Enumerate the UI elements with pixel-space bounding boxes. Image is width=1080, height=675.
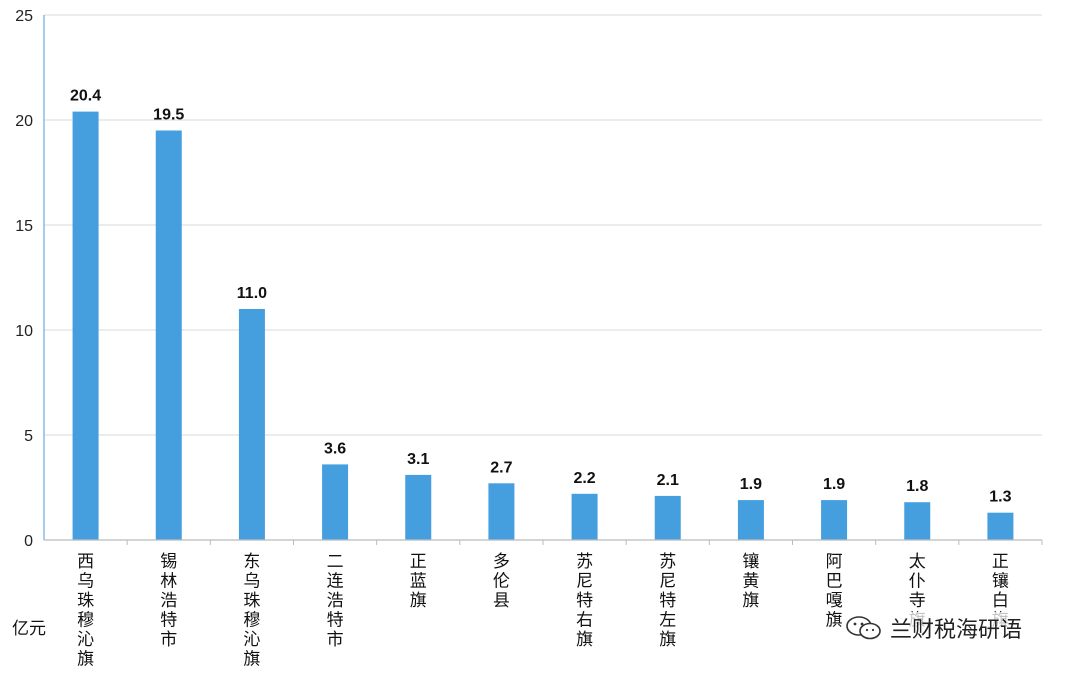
- data-label: 2.2: [573, 470, 595, 487]
- x-tick-label: 镶黄旗: [742, 551, 759, 611]
- bar: [654, 495, 681, 540]
- y-axis-unit-label: 亿元: [12, 619, 46, 639]
- x-tick-label: 苏尼特右旗: [576, 552, 593, 650]
- data-label: 2.1: [657, 472, 679, 489]
- bar: [488, 483, 515, 540]
- data-label: 2.7: [490, 459, 512, 476]
- y-tick-label: 25: [15, 8, 33, 25]
- axes: [43, 15, 1043, 545]
- bar: [904, 502, 931, 540]
- x-tick-label: 正蓝旗: [410, 552, 427, 611]
- y-tick-label: 0: [24, 533, 33, 550]
- bar: [571, 493, 598, 540]
- data-label: 1.9: [740, 476, 762, 493]
- data-label: 11.0: [237, 285, 267, 302]
- bar: [155, 130, 182, 540]
- bar: [987, 512, 1014, 540]
- x-tick-label: 阿巴嘎旗: [826, 552, 843, 631]
- data-label: 20.4: [70, 88, 101, 105]
- x-tick-label: 东乌珠穆沁旗: [243, 552, 260, 670]
- bar: [72, 111, 99, 540]
- x-tick-label: 锡林浩特市: [160, 552, 177, 650]
- bar: [821, 500, 848, 540]
- data-label: 3.6: [324, 440, 346, 457]
- grid-lines: [44, 14, 1042, 436]
- bar: [322, 464, 349, 540]
- x-tick-label: 西乌珠穆沁旗: [77, 552, 94, 670]
- data-label: 1.3: [989, 489, 1011, 506]
- data-label: 1.8: [906, 478, 928, 495]
- y-tick-label: 20: [15, 113, 33, 130]
- watermark: 兰财税海研语: [842, 612, 1025, 644]
- watermark-text: 兰财税海研语: [890, 618, 1023, 643]
- y-tick-label: 10: [15, 323, 33, 340]
- y-tick-label: 5: [24, 428, 33, 445]
- labels: 0 5 10 15 20 25 20.4 西乌珠穆沁旗 19.5 锡林浩特市 11.0 东乌珠穆沁旗 3…: [15, 8, 1011, 670]
- bar: [737, 500, 764, 540]
- y-tick-label: 15: [15, 218, 33, 235]
- bar: [238, 309, 265, 540]
- data-label: 19.5: [153, 107, 184, 124]
- data-label: 3.1: [407, 451, 429, 468]
- bars: [72, 111, 1014, 540]
- bar: [405, 474, 432, 540]
- wechat-icon: [846, 616, 881, 640]
- data-label: 1.9: [823, 476, 845, 493]
- x-tick-label: 苏尼特左旗: [659, 552, 676, 650]
- x-tick-label: 多伦县: [493, 552, 510, 611]
- x-tick-label: 二连浩特市: [327, 552, 344, 650]
